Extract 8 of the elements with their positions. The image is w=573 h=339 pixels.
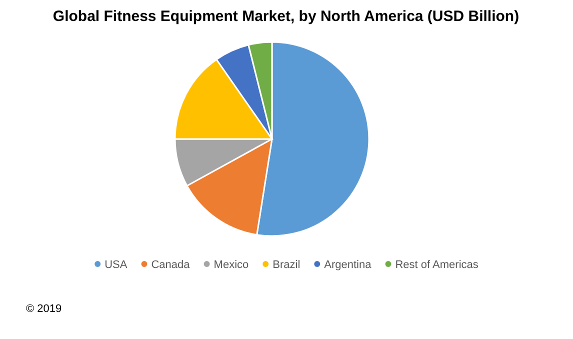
legend-label: Mexico	[214, 259, 249, 271]
legend-label: Canada	[151, 259, 191, 271]
legend-label: Brazil	[272, 259, 300, 271]
legend-label: USA	[104, 259, 128, 271]
chart-title: Global Fitness Equipment Market, by North America (USD Billion)	[52, 8, 520, 25]
text: © 2019	[26, 303, 62, 315]
legend-label: Argentina	[324, 259, 372, 271]
legend-label: Rest of Americas	[395, 259, 479, 271]
